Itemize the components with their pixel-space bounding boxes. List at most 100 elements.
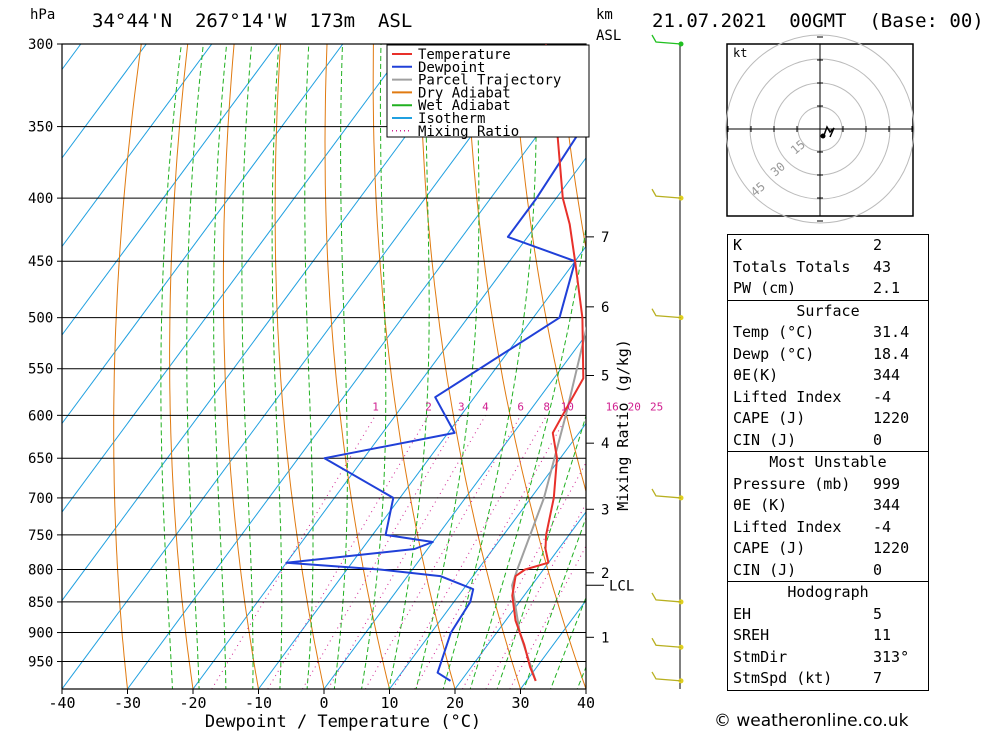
x-tick-label: 40 — [577, 694, 595, 712]
pressure-label: 450 — [28, 254, 53, 270]
table-row: StmDir 313° — [728, 647, 928, 669]
pressure-label: 850 — [28, 595, 53, 611]
table-key: CIN (J) — [733, 560, 797, 579]
table-value: 313° — [873, 647, 910, 666]
pressure-label: 300 — [28, 37, 53, 53]
dry-adiabat-line — [274, 44, 325, 689]
table-key: Pressure (mb) — [733, 474, 851, 493]
isotherm-line — [62, 44, 409, 513]
table-key: SREH — [733, 626, 770, 644]
wind-barb — [651, 34, 682, 45]
km-label: 2 — [601, 566, 609, 582]
isotherm-line — [454, 511, 586, 689]
x-axis-label: Dewpoint / Temperature (°C) — [205, 712, 481, 732]
table-value: 31.4 — [873, 323, 910, 341]
table-value: -4 — [873, 387, 892, 406]
mixing-ratio-label: 16 — [606, 400, 619, 413]
wet-adiabat-line — [550, 596, 586, 689]
table-value: 1220 — [873, 409, 910, 427]
km-unit-label: km — [596, 7, 613, 23]
pressure-label: 550 — [28, 362, 53, 378]
x-tick-label: 10 — [380, 694, 398, 712]
mixing-ratio-label: 20 — [628, 400, 641, 413]
isotherm-line — [62, 44, 344, 425]
table-value: 0 — [873, 560, 883, 579]
table-section-title: Most Unstable — [728, 451, 928, 474]
pressure-label: 600 — [28, 408, 53, 424]
asl-unit-label: ASL — [596, 28, 621, 44]
table-key: CAPE (J) — [733, 539, 806, 557]
table-value: 1220 — [873, 539, 910, 557]
pressure-label: 950 — [28, 655, 53, 671]
table-row: EH 5 — [728, 604, 928, 626]
x-tick-label: -30 — [114, 694, 141, 712]
table-value: 344 — [873, 366, 901, 384]
hodograph-trace — [822, 125, 835, 139]
table-key: θE (K) — [733, 496, 788, 514]
table-section-title: Surface — [728, 299, 928, 323]
wind-barb — [651, 592, 682, 603]
table-row: Pressure (mb) 999 — [728, 474, 928, 496]
x-tick-label: -10 — [245, 694, 272, 712]
wet-adiabat-line — [469, 224, 586, 689]
mixing-ratio-line — [509, 545, 586, 689]
isotherm-line — [62, 44, 475, 602]
table-value: 7 — [873, 669, 883, 687]
isotherm-line — [389, 422, 586, 689]
dry-adiabat-line — [324, 44, 391, 689]
mixing-ratio-label: 6 — [517, 400, 524, 413]
lcl-label: LCL — [609, 578, 634, 594]
wind-barb — [651, 308, 682, 319]
mixing-ratio-axis-label: Mixing Ratio (g/kg) — [614, 339, 632, 511]
mixing-ratio-label: 4 — [482, 400, 489, 413]
table-key: EH — [733, 604, 752, 623]
table-value: 43 — [873, 257, 892, 276]
wet-adiabat-line — [271, 44, 283, 689]
table-value: 344 — [873, 496, 901, 514]
wet-adiabat-line — [523, 516, 586, 689]
isotherm-line — [258, 245, 586, 689]
legend-label: Wet Adiabat — [418, 98, 511, 114]
wet-adiabat-line — [415, 44, 480, 689]
mixing-ratio-label: 1 — [372, 400, 379, 413]
x-tick-label: 20 — [446, 694, 464, 712]
table-key: PW (cm) — [733, 279, 797, 297]
x-tick-label: 0 — [319, 694, 328, 712]
parcel-trajectory-line — [511, 325, 586, 682]
pressure-label: 700 — [28, 491, 53, 507]
table-row: CAPE (J) 1220 — [728, 408, 928, 430]
table-key: CAPE (J) — [733, 409, 806, 427]
wind-barb — [651, 188, 682, 199]
mixing-ratio-label: 8 — [543, 400, 550, 413]
table-row: θE (K) 344 — [728, 495, 928, 517]
pressure-label: 400 — [28, 191, 53, 207]
table-key: Lifted Index — [733, 387, 842, 406]
isotherm-line — [62, 44, 213, 248]
hodograph-ring — [725, 34, 915, 224]
pressure-label: 350 — [28, 120, 53, 136]
legend-box — [386, 44, 590, 138]
legend-label: Temperature — [418, 47, 511, 63]
wind-barb — [651, 488, 682, 499]
dry-adiabat-line — [113, 44, 142, 689]
km-label: 7 — [601, 230, 609, 246]
copyright-footer: © weatheronline.co.uk — [714, 711, 909, 731]
table-row: Lifted Index -4 — [728, 387, 928, 409]
isotherm-line — [62, 44, 147, 159]
table-value: 2 — [873, 236, 883, 254]
table-row: SREH 11 — [728, 625, 928, 647]
wet-adiabat-line — [333, 44, 348, 689]
isotherm-line — [192, 157, 586, 689]
table-key: Lifted Index — [733, 517, 842, 536]
mixing-ratio-line — [267, 415, 429, 689]
km-label: 1 — [601, 630, 609, 646]
hodograph-unit: kt — [733, 46, 747, 60]
location-header: 34°44'N 267°14'W 173m ASL — [92, 10, 413, 32]
table-row: StmSpd (kt) 7 — [728, 668, 928, 690]
wind-barb — [651, 637, 682, 648]
storm-motion-dot — [820, 133, 826, 139]
table-key: StmSpd (kt) — [733, 669, 833, 687]
